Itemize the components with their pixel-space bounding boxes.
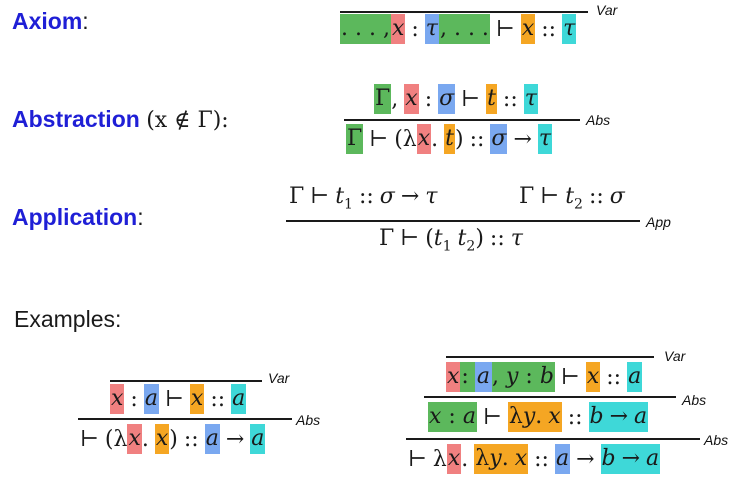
term-x: x (520, 14, 536, 44)
gamma: Γ (374, 84, 392, 114)
left-example-line-2 (78, 418, 292, 420)
type-tau: τ (424, 14, 439, 44)
gamma: Γ (346, 124, 364, 154)
examples-title: Examples: (14, 306, 122, 332)
type-sigma: σ (490, 124, 508, 154)
application-conclusion: Γ ⊢ (t1 t2):: τ (379, 226, 523, 255)
type-tau: τ (537, 124, 553, 154)
right-example-line-2 (424, 396, 676, 398)
left-example-step-1: x: a ⊢ x:: a (110, 384, 247, 414)
term-t: t (486, 84, 497, 114)
right-example-line-1 (446, 356, 654, 358)
right-example-tag-1: Var (664, 348, 686, 364)
right-example-step-3: ⊢ λ x. λy. x:: a → b → a (408, 444, 661, 474)
abstraction-premise: Γ, x: σ ⊢ t:: τ (374, 84, 538, 114)
abstraction-label: Abstraction (x ∉ Γ): (12, 106, 229, 133)
application-tag: App (646, 214, 671, 230)
axiom-label: Axiom: (12, 8, 89, 35)
axiom-name: Axiom (12, 8, 83, 34)
axiom-conclusion: . . . ,x:τ, . . . ⊢ x:: τ (340, 14, 577, 44)
bound-x: x (416, 124, 432, 154)
axiom-suffix: : (82, 8, 89, 34)
context-prefix: . . . , (340, 14, 391, 44)
right-example-tag-3: Abs (704, 432, 729, 448)
abstraction-tag: Abs (586, 112, 611, 128)
type-tau-result: τ (562, 14, 577, 44)
axiom-rule-line (340, 11, 588, 13)
var-x: x (390, 14, 406, 44)
right-example-step-2: x : a ⊢ λy. x:: b → a (428, 402, 649, 432)
left-example-line-1 (110, 380, 262, 382)
application-label: Application: (12, 204, 144, 231)
right-example-tag-2: Abs (682, 392, 707, 408)
var-x: x (404, 84, 419, 114)
abstraction-side-condition: (x ∉ Γ): (146, 108, 229, 133)
right-example-step-1: x: a, y : b ⊢ x:: a (446, 362, 643, 392)
right-example-line-3 (406, 438, 700, 440)
type-sigma: σ (438, 84, 456, 114)
abstraction-rule-line (344, 119, 580, 121)
body-t: t (444, 124, 455, 154)
context-suffix: , . . . (438, 14, 490, 44)
abstraction-conclusion: Γ ⊢ (λ x. t):: σ → τ (346, 124, 553, 154)
application-name: Application (12, 204, 138, 230)
type-tau: τ (523, 84, 538, 114)
application-premise-left: Γ ⊢ t1:: σ → τ (289, 184, 438, 213)
abstraction-name: Abstraction (12, 106, 140, 132)
axiom-tag: Var (596, 2, 618, 18)
application-suffix: : (137, 204, 144, 230)
left-example-tag-1: Var (268, 370, 290, 386)
application-rule-line (286, 220, 640, 222)
application-premise-right: Γ ⊢ t2:: σ (519, 184, 625, 213)
left-example-tag-2: Abs (296, 412, 321, 428)
left-example-step-2: ⊢ (λ x. x):: a → a (80, 424, 266, 454)
